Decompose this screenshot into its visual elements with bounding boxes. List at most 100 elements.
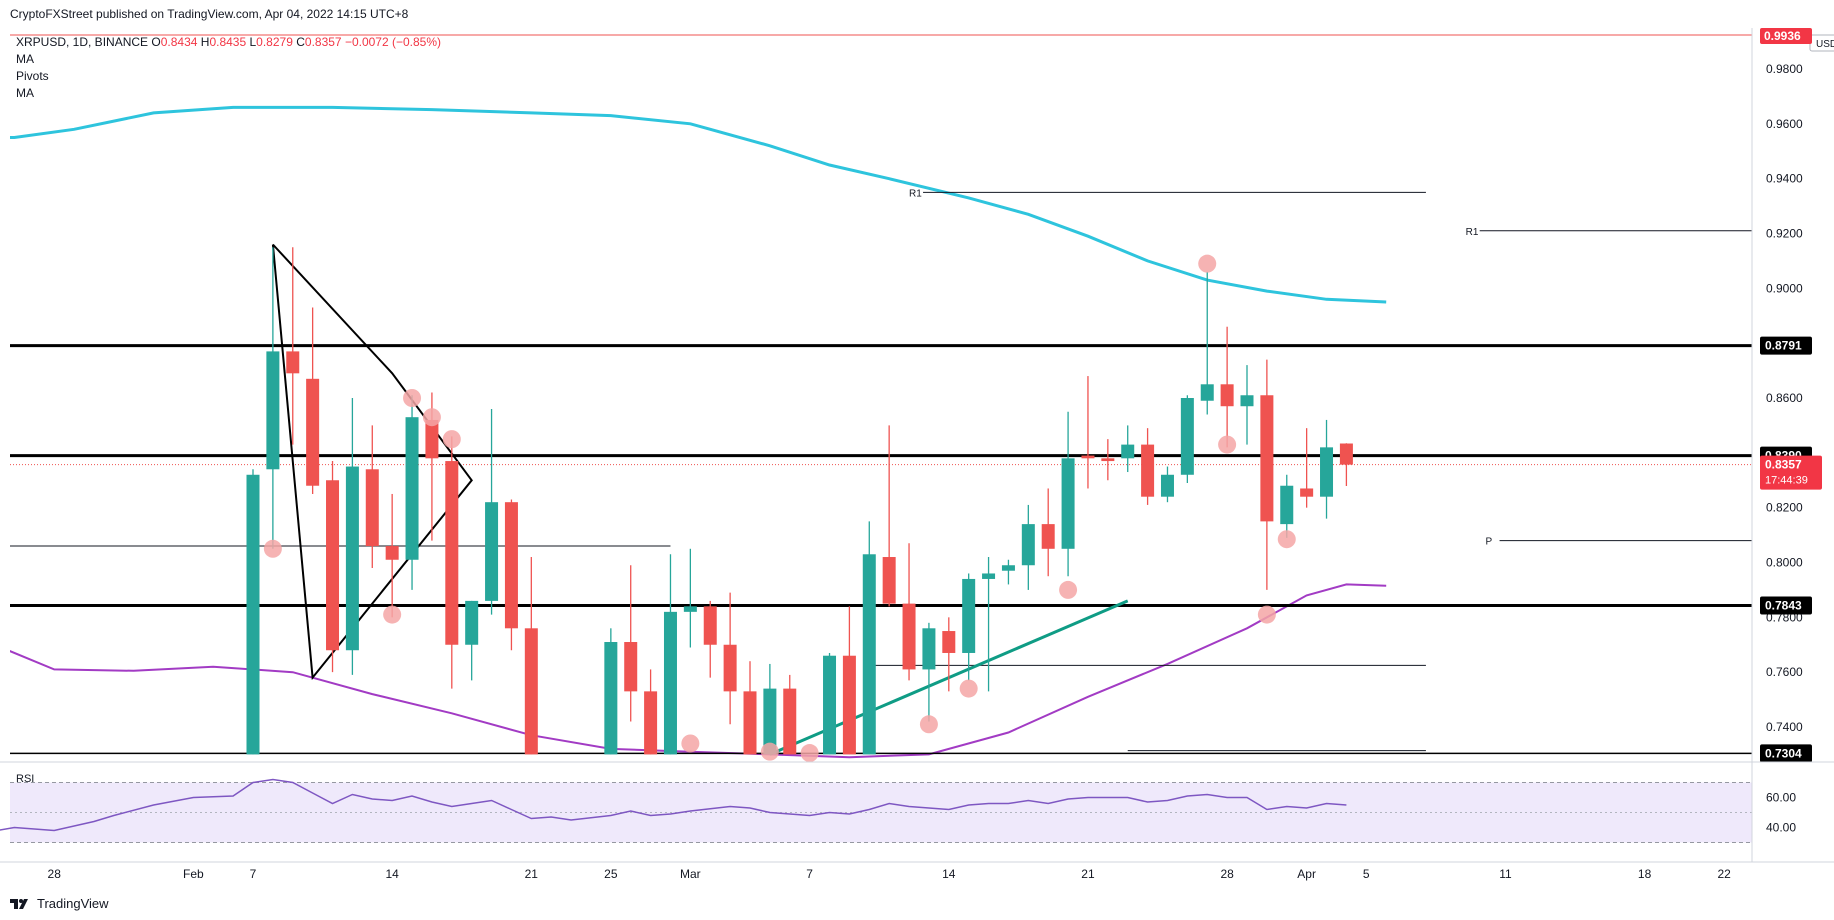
y-tick-4: 0.9000 bbox=[1766, 281, 1803, 295]
high-label: H bbox=[200, 35, 210, 49]
pivot-marker-12 bbox=[1218, 435, 1237, 454]
candle-body-49 bbox=[1300, 488, 1314, 497]
candle-body-23 bbox=[763, 688, 777, 755]
ohlc-row: XRPUSD, 1D, BINANCE O0.8434 H0.8435 L0.8… bbox=[16, 34, 441, 51]
candle-body-12 bbox=[485, 502, 499, 601]
pivot-label-1: R1 bbox=[909, 188, 922, 199]
x-tick-6: Mar bbox=[680, 867, 701, 881]
candle-body-47 bbox=[1260, 395, 1274, 522]
candle-body-1 bbox=[266, 351, 280, 470]
symbol-label[interactable]: XRPUSD, 1D, BINANCE bbox=[16, 35, 149, 49]
candle-body-28 bbox=[882, 557, 896, 604]
candle-body-29 bbox=[902, 603, 916, 670]
pivot-label-2: R1 bbox=[1466, 227, 1479, 238]
candle-body-46 bbox=[1240, 395, 1254, 407]
indicator-ma-2[interactable]: MA bbox=[16, 86, 34, 100]
close-label: C bbox=[296, 35, 305, 49]
pivot-marker-9 bbox=[959, 679, 978, 698]
candle-body-31 bbox=[942, 631, 956, 653]
indicator-pivots[interactable]: Pivots bbox=[16, 69, 49, 83]
rsi-tick-1: 40.00 bbox=[1766, 821, 1796, 835]
candle-body-45 bbox=[1220, 384, 1234, 407]
x-tick-2: 7 bbox=[250, 867, 257, 881]
pivot-label-3: P bbox=[1486, 537, 1493, 548]
pivot-label-0: R1 bbox=[0, 542, 8, 553]
x-tick-3: 14 bbox=[385, 867, 399, 881]
indicator-ma-1[interactable]: MA bbox=[16, 52, 34, 66]
price-chart[interactable]: R1 R1 R1 P R2 0.9800 0.9600 0.9400 0.9200 0.9000 0… bbox=[0, 0, 1834, 890]
candle-body-18 bbox=[663, 611, 677, 755]
candle-body-17 bbox=[644, 691, 658, 755]
candle-body-51 bbox=[1339, 443, 1353, 465]
candle-body-41 bbox=[1141, 444, 1155, 497]
x-tick-10: 28 bbox=[1220, 867, 1234, 881]
candle-body-48 bbox=[1280, 485, 1294, 525]
candle-body-20 bbox=[703, 606, 717, 645]
x-tick-12: 5 bbox=[1363, 867, 1370, 881]
pivot-marker-7 bbox=[800, 744, 819, 762]
candle-body-40 bbox=[1121, 444, 1135, 459]
candle-body-0 bbox=[246, 474, 260, 755]
candle-body-43 bbox=[1180, 398, 1194, 475]
low-value: 0.8279 bbox=[256, 35, 293, 49]
x-tick-13: 11 bbox=[1499, 867, 1512, 881]
candle-body-35 bbox=[1021, 524, 1035, 566]
candle-body-10 bbox=[445, 461, 459, 645]
candle-body-21 bbox=[723, 644, 737, 692]
candle-body-19 bbox=[683, 606, 697, 612]
x-tick-0: 28 bbox=[48, 867, 62, 881]
rsi-line bbox=[0, 778, 1347, 832]
x-tick-11: Apr bbox=[1297, 867, 1316, 881]
top-price-tag bbox=[1760, 28, 1812, 44]
candle-body-39 bbox=[1101, 458, 1115, 462]
candle-body-37 bbox=[1061, 458, 1075, 549]
tradingview-footer[interactable]: TradingView bbox=[10, 896, 109, 911]
ma-short-line bbox=[10, 583, 1387, 759]
y-tick-9: 0.7600 bbox=[1766, 665, 1803, 679]
x-tick-15: 22 bbox=[1717, 867, 1731, 881]
y-tick-6: 0.8200 bbox=[1766, 501, 1803, 515]
candle-body-6 bbox=[365, 469, 379, 547]
candle-body-24 bbox=[783, 688, 797, 755]
top-price-tag-text: 0.9936 bbox=[1764, 29, 1801, 43]
x-tick-7: 7 bbox=[806, 867, 813, 881]
pivot-marker-4 bbox=[442, 430, 461, 449]
triangle-pattern bbox=[271, 243, 473, 681]
level-tag-3 bbox=[1760, 744, 1812, 763]
candle-body-14 bbox=[524, 628, 538, 755]
tradingview-logo-icon bbox=[10, 897, 32, 911]
candle-body-5 bbox=[345, 466, 359, 651]
pivot-marker-0 bbox=[263, 539, 282, 558]
candle-body-25 bbox=[823, 655, 837, 755]
x-tick-9: 21 bbox=[1081, 867, 1095, 881]
level-tag-2 bbox=[1760, 596, 1812, 615]
level-tag-0 bbox=[1760, 336, 1812, 355]
candle-body-34 bbox=[1001, 565, 1015, 571]
y-tick-1: 0.9600 bbox=[1766, 117, 1803, 131]
last-price-tag bbox=[1760, 455, 1822, 490]
candle-body-44 bbox=[1200, 384, 1214, 401]
candle-body-36 bbox=[1041, 524, 1055, 549]
currency-label: USD bbox=[1816, 39, 1834, 50]
candle-body-2 bbox=[286, 351, 300, 374]
pivot-marker-2 bbox=[403, 389, 422, 407]
candle-body-11 bbox=[465, 600, 479, 645]
brand-name: TradingView bbox=[37, 896, 109, 911]
header-bar: CryptoFXStreet published on TradingView.… bbox=[0, 0, 1834, 28]
candle-body-13 bbox=[504, 502, 518, 629]
candle-body-7 bbox=[385, 546, 399, 560]
x-tick-8: 14 bbox=[942, 867, 956, 881]
candle-body-27 bbox=[862, 554, 876, 755]
candle-body-9 bbox=[425, 419, 439, 459]
pivot-marker-11 bbox=[1198, 254, 1217, 273]
rsi-tick-0: 60.00 bbox=[1766, 791, 1796, 805]
y-tick-10: 0.7400 bbox=[1766, 720, 1803, 734]
x-tick-1: Feb bbox=[183, 867, 204, 881]
x-tick-14: 18 bbox=[1638, 867, 1652, 881]
pivot-marker-13 bbox=[1257, 605, 1276, 624]
price-pane: R1 R1 R1 P R2 bbox=[0, 21, 1752, 762]
pivot-marker-14 bbox=[1277, 530, 1296, 549]
candle-body-30 bbox=[922, 628, 936, 670]
pivot-label-4: R2 bbox=[74, 21, 87, 32]
high-value: 0.8435 bbox=[209, 35, 247, 49]
